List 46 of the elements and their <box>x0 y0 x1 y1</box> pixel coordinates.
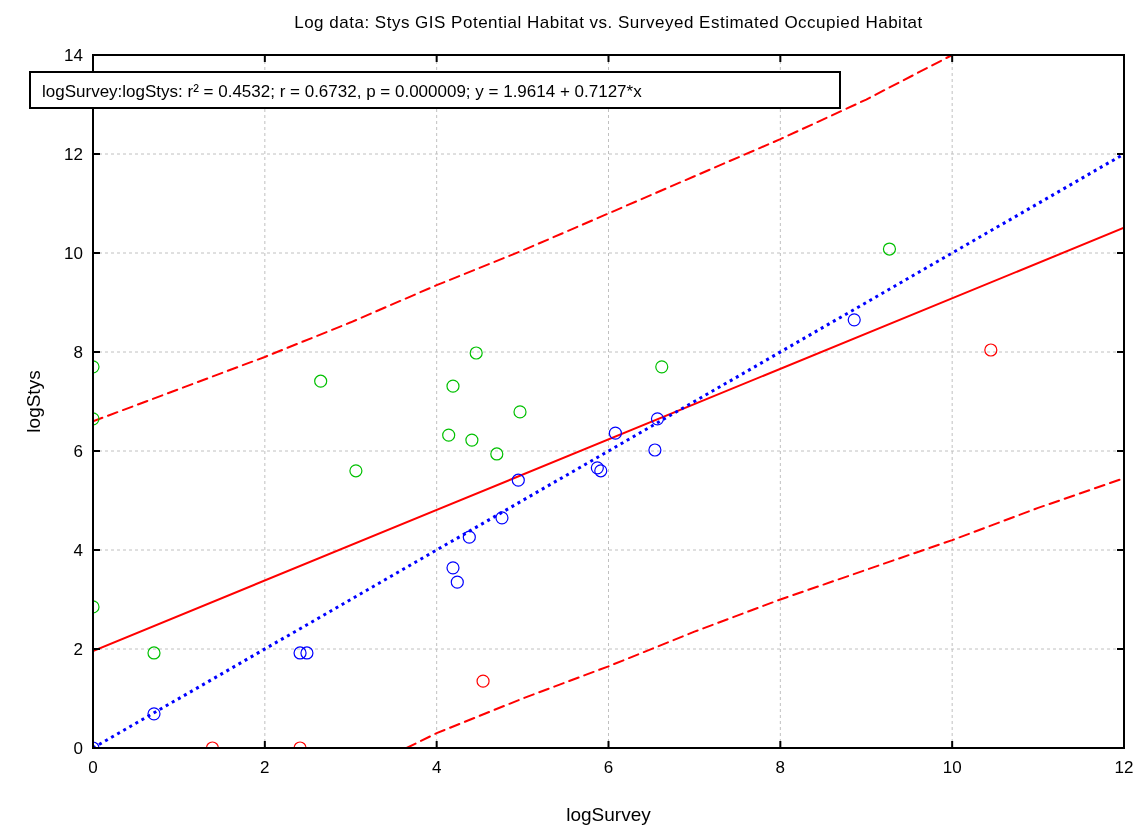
x-tick-label: 12 <box>1114 758 1134 777</box>
x-tick-label: 10 <box>942 758 962 777</box>
point <box>476 674 490 688</box>
annotation: logSurvey:logStys: r² = 0.4532; r = 0.6732, p = 0.000009; y = 1.9614 + 0.7127*x <box>42 82 643 101</box>
point <box>650 412 665 426</box>
x-axis-title: logSurvey <box>566 804 652 825</box>
y-tick-label: 2 <box>73 640 83 659</box>
y-tick-label: 4 <box>73 541 83 560</box>
point <box>495 511 509 525</box>
point <box>984 343 998 357</box>
chart-title: Log data: Stys GIS Potential Habitat vs. Surveyed Estimated Occupied Habitat <box>294 13 923 32</box>
x-tick-label: 0 <box>88 758 98 777</box>
point <box>465 433 479 447</box>
point <box>300 646 314 660</box>
x-tick-label: 2 <box>260 758 270 777</box>
point <box>446 379 460 393</box>
point <box>293 646 307 660</box>
y-tick-label: 8 <box>73 343 83 362</box>
x-tick-label: 6 <box>603 758 614 777</box>
point <box>446 561 460 575</box>
y-tick-label: 10 <box>64 244 83 263</box>
y-tick-label: 0 <box>73 739 83 758</box>
point <box>442 428 456 442</box>
point <box>469 346 483 360</box>
point <box>594 464 608 478</box>
point <box>847 313 861 327</box>
point <box>655 360 669 374</box>
point <box>462 530 476 544</box>
point <box>450 575 464 589</box>
point <box>147 707 161 721</box>
point <box>511 473 525 487</box>
y-tick-label: 12 <box>64 145 83 164</box>
point <box>314 374 328 388</box>
point <box>513 405 527 419</box>
y-tick-label: 6 <box>73 442 83 461</box>
y-axis-title: logStys <box>23 370 44 433</box>
point <box>490 447 504 461</box>
point <box>147 646 161 660</box>
x-tick-label: 8 <box>775 758 786 777</box>
point <box>608 426 622 440</box>
point <box>590 461 604 475</box>
point <box>648 443 662 457</box>
x-tick-label: 4 <box>431 758 442 777</box>
point <box>882 242 897 256</box>
point <box>349 464 363 478</box>
y-tick-label: 14 <box>64 46 83 65</box>
